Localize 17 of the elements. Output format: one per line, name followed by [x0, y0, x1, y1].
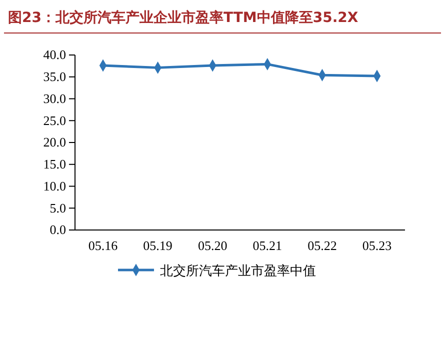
x-tick-label: 05.16	[88, 238, 118, 253]
x-tick-label: 05.20	[198, 238, 228, 253]
chart-title: 图23：北交所汽车产业企业市盈率TTM中值降至35.2X	[8, 9, 358, 26]
y-tick-label: 25.0	[43, 112, 66, 128]
y-tick-label: 30.0	[43, 90, 66, 106]
x-tick-label: 05.22	[308, 238, 337, 253]
y-tick-label: 35.0	[43, 69, 66, 84]
y-tick-label: 15.0	[43, 156, 66, 172]
y-tick-label: 40.0	[43, 47, 66, 62]
x-tick-label: 05.23	[362, 238, 392, 253]
y-tick-label: 0.0	[50, 222, 66, 238]
legend-label: 北交所汽车产业市盈率中值	[160, 263, 316, 279]
x-tick-label: 05.19	[143, 238, 172, 253]
y-tick-label: 20.0	[43, 134, 66, 150]
x-tick-label: 05.21	[252, 238, 282, 253]
y-tick-label: 10.0	[43, 178, 66, 194]
y-tick-label: 5.0	[50, 200, 66, 216]
